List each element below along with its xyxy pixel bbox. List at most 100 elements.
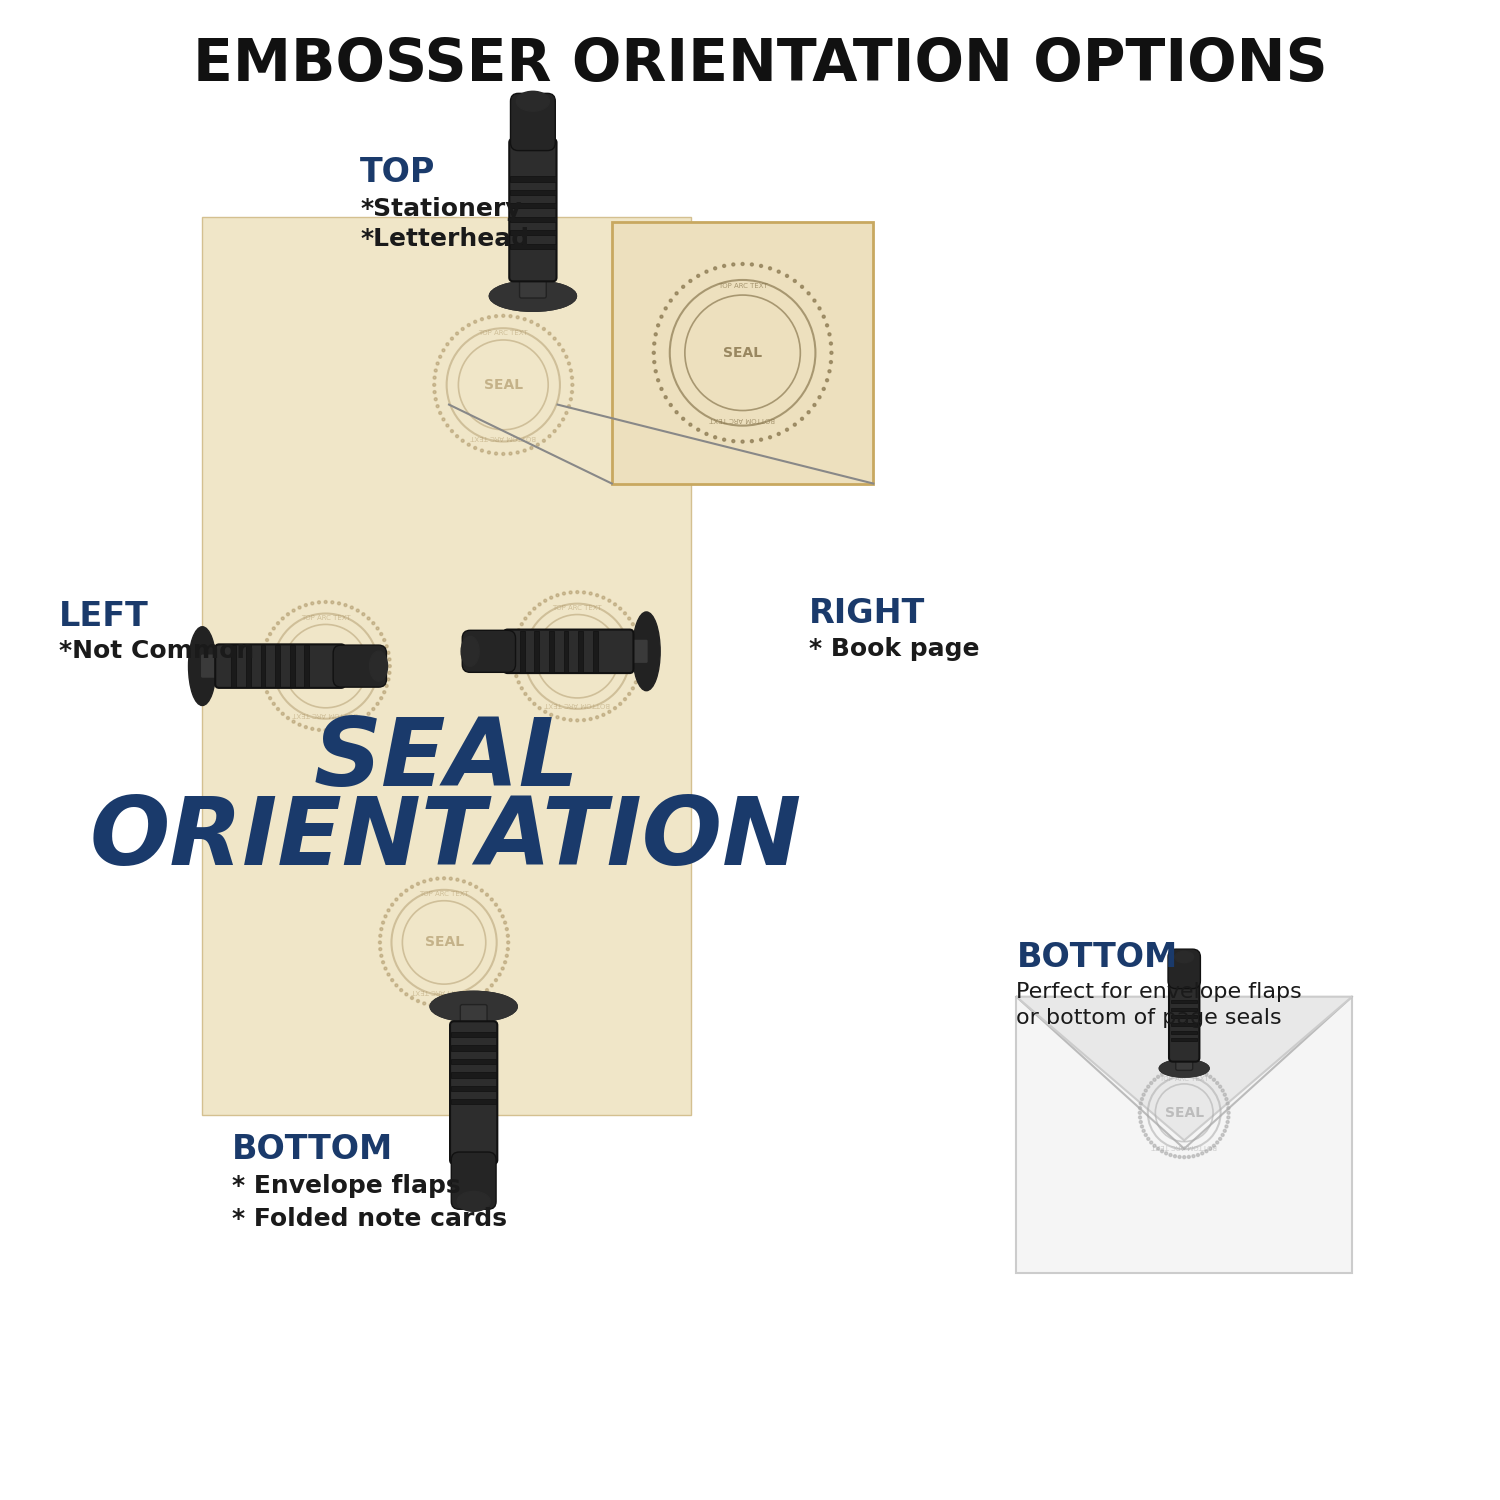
Circle shape — [813, 298, 816, 302]
Circle shape — [1204, 1149, 1208, 1152]
Circle shape — [387, 909, 390, 912]
Bar — [1172, 1038, 1197, 1041]
Text: BOTTOM: BOTTOM — [232, 1132, 393, 1166]
Text: BOTTOM ARC TEXT: BOTTOM ARC TEXT — [471, 433, 536, 439]
Text: BOTTOM ARC TEXT: BOTTOM ARC TEXT — [292, 711, 358, 717]
Circle shape — [714, 436, 717, 438]
FancyBboxPatch shape — [519, 276, 546, 298]
Text: EMBOSSER ORIENTATION OPTIONS: EMBOSSER ORIENTATION OPTIONS — [192, 36, 1328, 93]
Text: SEAL: SEAL — [314, 714, 579, 806]
Circle shape — [562, 717, 566, 720]
Circle shape — [566, 411, 568, 414]
Circle shape — [818, 308, 821, 310]
Circle shape — [705, 432, 708, 435]
Circle shape — [513, 642, 516, 645]
Circle shape — [304, 726, 307, 729]
Circle shape — [596, 716, 598, 718]
Circle shape — [556, 716, 560, 718]
Circle shape — [462, 880, 465, 884]
Circle shape — [380, 954, 382, 957]
Circle shape — [480, 993, 483, 996]
Circle shape — [830, 360, 833, 363]
Circle shape — [438, 356, 441, 358]
Circle shape — [386, 684, 388, 687]
Circle shape — [562, 592, 566, 596]
Circle shape — [608, 711, 610, 714]
Circle shape — [532, 608, 536, 610]
Circle shape — [474, 321, 477, 322]
Circle shape — [1182, 1155, 1185, 1158]
Circle shape — [1212, 1144, 1215, 1148]
Ellipse shape — [430, 992, 518, 1022]
Circle shape — [324, 600, 327, 603]
Circle shape — [1144, 1134, 1148, 1137]
Circle shape — [639, 642, 642, 645]
Circle shape — [1202, 1071, 1204, 1074]
Circle shape — [376, 702, 380, 705]
Circle shape — [538, 603, 542, 606]
Circle shape — [705, 270, 708, 273]
Circle shape — [490, 984, 494, 987]
Circle shape — [514, 634, 517, 638]
Circle shape — [681, 285, 684, 288]
Circle shape — [368, 616, 370, 620]
Circle shape — [1226, 1102, 1228, 1106]
Bar — [520, 630, 525, 672]
Circle shape — [411, 885, 414, 888]
Circle shape — [1224, 1094, 1227, 1096]
Circle shape — [1138, 1112, 1142, 1114]
Circle shape — [282, 712, 284, 716]
Text: * Envelope flaps: * Envelope flaps — [232, 1174, 460, 1198]
Circle shape — [344, 726, 346, 729]
Circle shape — [498, 909, 501, 912]
Text: BOTTOM ARC TEXT: BOTTOM ARC TEXT — [411, 987, 477, 993]
Circle shape — [380, 633, 382, 636]
Circle shape — [304, 603, 307, 606]
Circle shape — [657, 324, 660, 327]
Ellipse shape — [516, 92, 549, 111]
Circle shape — [356, 720, 358, 723]
Circle shape — [660, 315, 663, 318]
Circle shape — [386, 645, 388, 648]
Circle shape — [394, 984, 398, 987]
Circle shape — [399, 988, 402, 992]
Ellipse shape — [430, 992, 518, 1022]
Bar — [274, 645, 280, 687]
Circle shape — [261, 651, 264, 654]
Circle shape — [1161, 1072, 1164, 1076]
FancyBboxPatch shape — [504, 630, 633, 674]
Circle shape — [273, 702, 274, 705]
Circle shape — [356, 609, 358, 612]
Circle shape — [423, 1002, 426, 1005]
Circle shape — [292, 720, 296, 723]
Circle shape — [1140, 1098, 1143, 1101]
Circle shape — [380, 948, 382, 951]
Circle shape — [390, 903, 393, 906]
Text: SEAL: SEAL — [306, 658, 345, 674]
Circle shape — [828, 333, 831, 336]
Circle shape — [1226, 1125, 1228, 1128]
Text: TOP ARC TEXT: TOP ARC TEXT — [552, 604, 602, 610]
Circle shape — [372, 708, 375, 711]
Circle shape — [368, 712, 370, 716]
Bar — [564, 630, 568, 672]
Circle shape — [538, 706, 542, 710]
FancyBboxPatch shape — [1176, 1056, 1192, 1071]
Ellipse shape — [633, 612, 660, 690]
Circle shape — [537, 442, 540, 446]
Circle shape — [1224, 1130, 1227, 1132]
Text: Perfect for envelope flaps: Perfect for envelope flaps — [1017, 982, 1302, 1002]
Circle shape — [1226, 1098, 1228, 1101]
Bar — [261, 645, 266, 687]
Circle shape — [627, 693, 630, 696]
Circle shape — [567, 405, 570, 408]
Circle shape — [750, 440, 753, 442]
Circle shape — [266, 690, 268, 693]
Circle shape — [261, 678, 264, 681]
Circle shape — [384, 915, 387, 918]
Circle shape — [530, 321, 532, 322]
Circle shape — [768, 267, 771, 270]
Circle shape — [462, 1002, 465, 1005]
Circle shape — [532, 702, 536, 705]
Circle shape — [634, 681, 638, 684]
